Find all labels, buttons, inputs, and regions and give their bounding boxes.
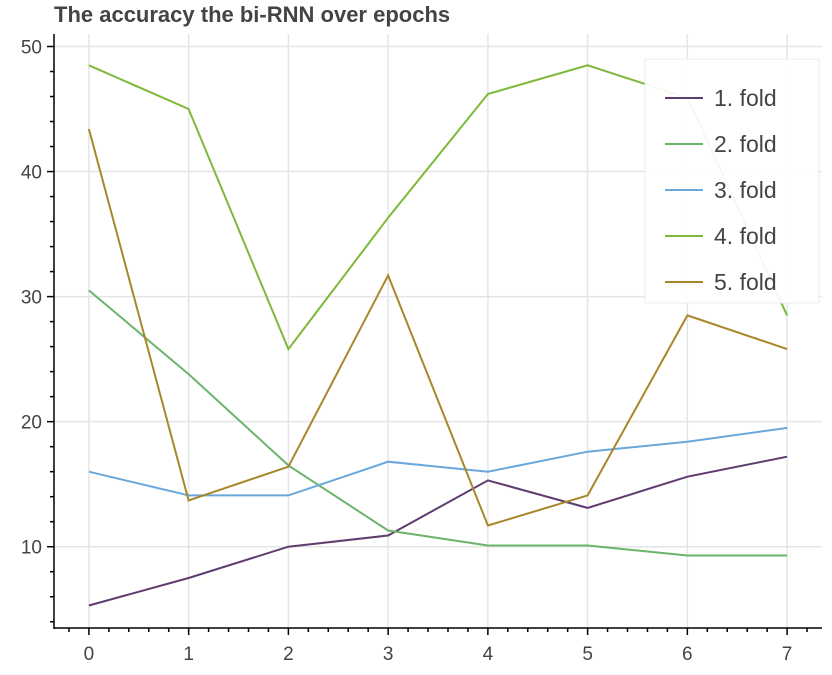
x-tick-label: 3 <box>383 644 394 665</box>
y-tick-label: 40 <box>21 163 42 184</box>
legend: 1. fold 2. fold 3. fold 4. fold 5. fold <box>644 58 820 304</box>
y-tick-label: 10 <box>21 538 42 559</box>
legend-label-5: 5. fold <box>714 269 777 295</box>
series-lines <box>87 64 789 607</box>
legend-label-3: 3. fold <box>714 177 777 203</box>
series-line-1 <box>88 455 788 607</box>
x-tick-label: 7 <box>782 644 793 665</box>
legend-label-1: 1. fold <box>714 85 777 111</box>
x-tick-label: 2 <box>283 644 294 665</box>
axes: 0 1 2 3 4 5 6 7 10 20 30 40 50 <box>21 34 822 665</box>
y-tick-label: 20 <box>21 413 42 434</box>
legend-label-2: 2. fold <box>714 131 777 157</box>
x-tick-label: 0 <box>84 644 95 665</box>
legend-label-4: 4. fold <box>714 223 777 249</box>
x-tick-label: 1 <box>183 644 194 665</box>
legend-box <box>644 58 820 304</box>
chart-title: The accuracy the bi-RNN over epochs <box>54 2 450 27</box>
y-tick-label: 30 <box>21 288 42 309</box>
x-tick-label: 4 <box>483 644 494 665</box>
series-line-3 <box>88 426 788 497</box>
series-line-5 <box>87 128 788 527</box>
series-line-2 <box>88 289 788 557</box>
x-tick-label: 5 <box>582 644 593 665</box>
gridlines <box>54 34 822 628</box>
y-tick-label: 50 <box>21 38 42 59</box>
x-tick-label: 6 <box>682 644 693 665</box>
